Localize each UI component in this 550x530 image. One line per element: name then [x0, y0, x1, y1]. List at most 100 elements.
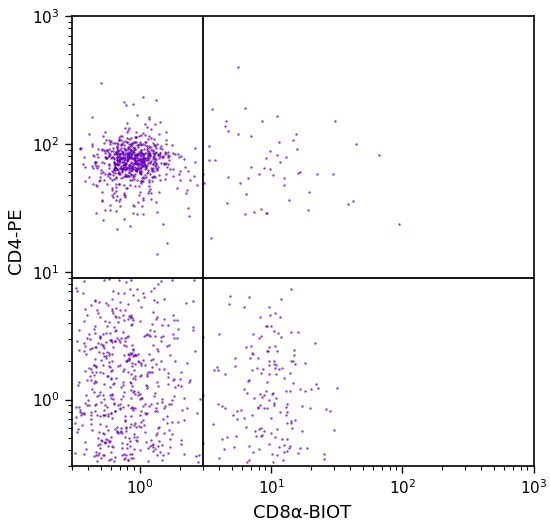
Point: [113, 159, 122, 167]
Point: [161, 149, 169, 158]
Point: [125, 354, 134, 362]
Point: [163, 411, 172, 420]
Point: [185, 212, 194, 220]
Point: [103, 146, 112, 155]
Point: [120, 145, 129, 154]
Point: [148, 173, 157, 181]
Point: [151, 119, 160, 128]
Point: [271, 342, 280, 350]
Point: [107, 305, 116, 313]
Point: [117, 424, 126, 432]
Point: [128, 359, 136, 368]
Point: [120, 170, 129, 179]
Point: [126, 420, 135, 429]
Point: [273, 111, 282, 120]
Point: [104, 358, 113, 366]
Point: [150, 154, 158, 162]
Point: [151, 198, 160, 206]
Point: [129, 162, 138, 171]
Point: [161, 148, 169, 156]
Point: [375, 151, 383, 159]
Point: [129, 144, 138, 153]
Point: [332, 383, 341, 392]
Point: [103, 146, 112, 154]
Point: [76, 405, 85, 414]
Point: [133, 285, 141, 293]
Point: [129, 366, 138, 375]
Point: [157, 394, 166, 403]
Point: [180, 416, 189, 425]
Point: [108, 357, 117, 365]
Point: [320, 455, 328, 463]
Point: [113, 147, 122, 155]
Point: [222, 117, 230, 125]
Point: [108, 390, 117, 398]
Point: [153, 151, 162, 159]
Point: [79, 410, 88, 419]
Point: [122, 146, 130, 155]
Point: [142, 369, 151, 378]
Point: [135, 156, 144, 164]
Point: [163, 380, 172, 388]
Point: [213, 400, 222, 409]
Point: [258, 117, 267, 125]
Point: [106, 437, 114, 445]
Point: [100, 159, 109, 167]
Point: [145, 148, 154, 157]
Point: [156, 144, 164, 153]
Point: [74, 377, 83, 386]
Point: [124, 126, 133, 134]
Point: [129, 146, 138, 155]
Point: [115, 157, 124, 165]
Point: [108, 338, 117, 346]
Point: [276, 295, 285, 303]
Point: [126, 370, 135, 378]
Point: [280, 441, 289, 449]
Point: [128, 361, 136, 370]
Point: [134, 155, 142, 164]
Point: [112, 206, 120, 215]
Point: [164, 156, 173, 164]
Point: [128, 147, 136, 156]
Point: [118, 168, 127, 176]
Point: [139, 416, 147, 425]
Point: [74, 425, 82, 434]
Point: [95, 298, 103, 306]
Point: [130, 158, 139, 166]
Point: [136, 160, 145, 169]
Point: [124, 434, 133, 443]
Point: [140, 156, 149, 164]
Point: [113, 164, 122, 173]
Point: [122, 101, 130, 110]
Point: [129, 209, 138, 217]
Point: [136, 407, 145, 415]
Point: [148, 153, 157, 161]
Point: [139, 158, 148, 166]
Point: [147, 320, 156, 329]
Point: [125, 441, 134, 450]
Point: [158, 145, 167, 154]
Point: [156, 149, 164, 157]
Point: [118, 164, 127, 173]
Point: [142, 123, 151, 131]
Point: [139, 176, 147, 185]
Point: [97, 187, 106, 196]
Point: [137, 148, 146, 156]
Point: [109, 323, 118, 332]
Point: [122, 151, 131, 159]
Point: [126, 154, 135, 162]
Point: [144, 158, 152, 167]
Point: [123, 401, 132, 410]
Point: [114, 312, 123, 321]
Point: [136, 158, 145, 166]
Point: [101, 170, 109, 179]
Point: [254, 354, 262, 363]
Point: [105, 456, 114, 464]
Point: [150, 152, 159, 161]
Point: [116, 150, 125, 158]
Point: [124, 315, 133, 323]
Point: [136, 177, 145, 186]
Point: [163, 153, 172, 162]
Point: [148, 165, 157, 173]
Point: [154, 423, 163, 432]
